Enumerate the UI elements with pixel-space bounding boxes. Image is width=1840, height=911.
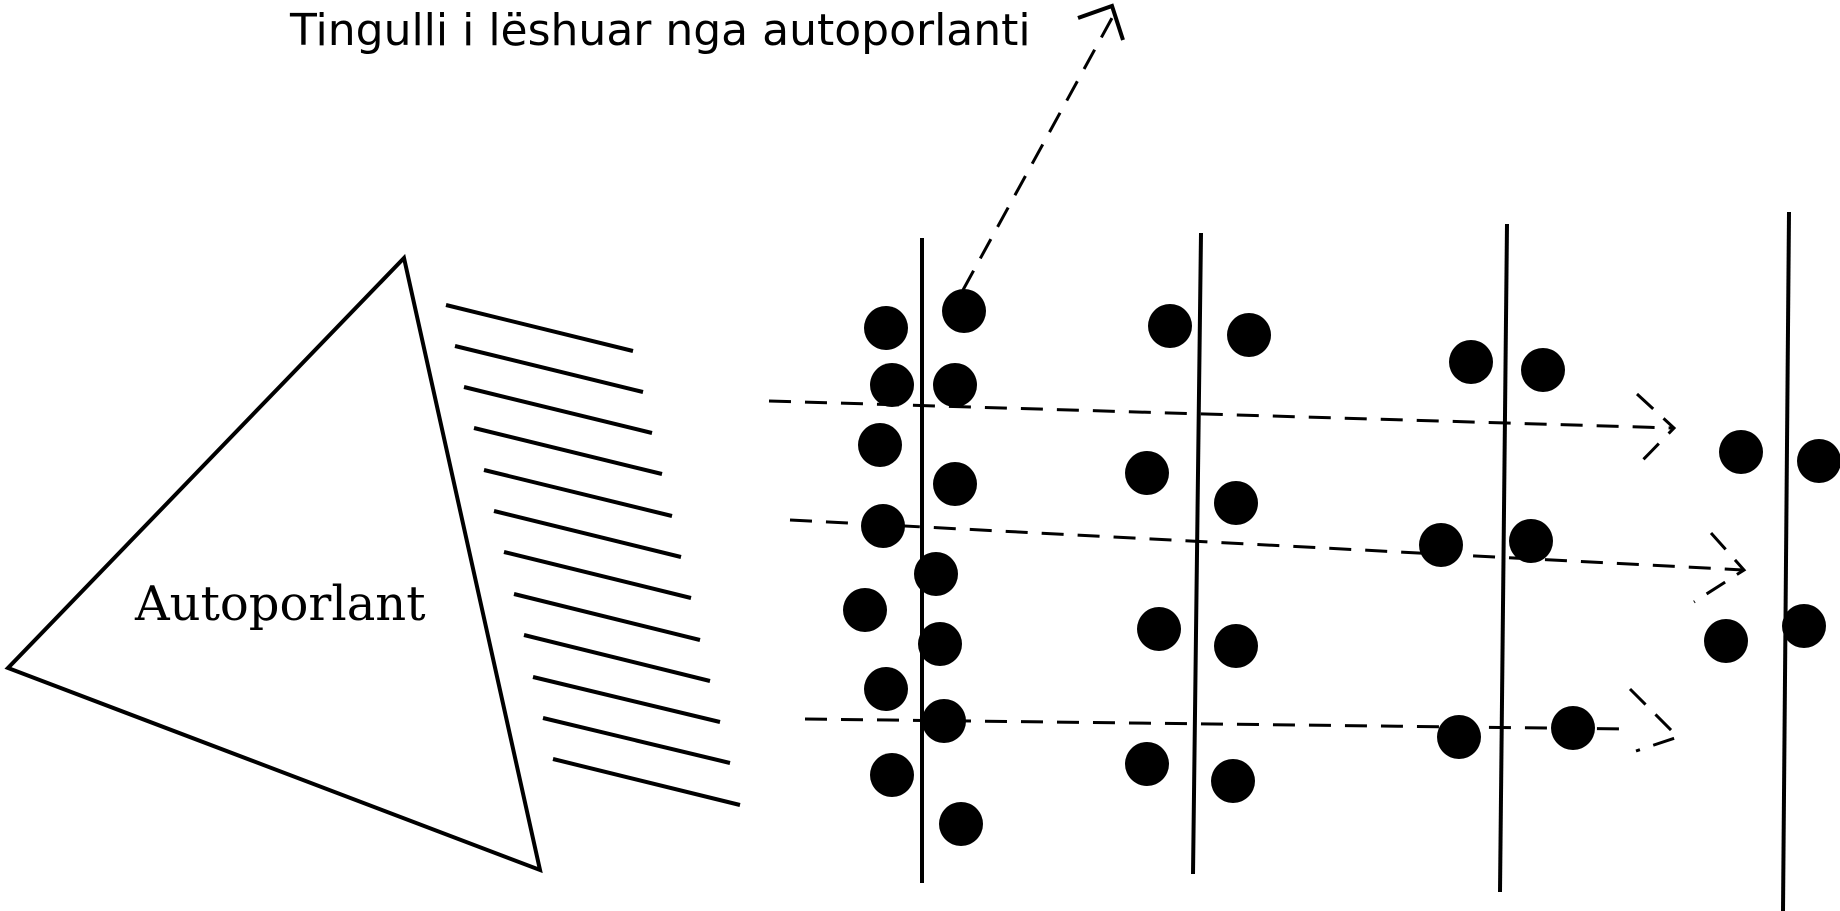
hatch-line — [552, 757, 741, 807]
hatch-line — [523, 633, 711, 683]
air-particle — [1125, 451, 1169, 495]
caption-label: Tingulli i lëshuar nga autoporlanti — [289, 5, 1031, 56]
air-particle — [1125, 742, 1169, 786]
propagation-arrow-line — [804, 717, 1626, 731]
hatch-line — [493, 509, 682, 559]
air-particle — [1551, 706, 1595, 750]
propagation-arrows — [768, 392, 1747, 753]
air-particle — [1211, 759, 1255, 803]
hatch-line — [445, 303, 634, 353]
emission-hatch-lines — [445, 303, 741, 807]
air-particle — [1797, 439, 1840, 483]
air-particle — [1782, 604, 1826, 648]
air-particle — [914, 552, 958, 596]
air-particle — [942, 289, 986, 333]
air-particle — [1148, 304, 1192, 348]
air-particle — [1227, 313, 1271, 357]
propagation-arrow-line — [789, 518, 1744, 572]
propagation-arrow-line — [768, 399, 1674, 430]
hatch-line — [483, 468, 673, 518]
air-particle — [1521, 348, 1565, 392]
air-particle — [1137, 607, 1181, 651]
air-particle — [1704, 619, 1748, 663]
air-particle — [933, 462, 977, 506]
air-particle — [933, 363, 977, 407]
hatch-line — [503, 550, 692, 600]
air-particle — [918, 622, 962, 666]
air-particle — [922, 699, 966, 743]
wavefront-line — [1191, 232, 1203, 875]
propagation-arrowhead — [1693, 532, 1747, 604]
air-particles — [843, 289, 1840, 846]
air-particle — [1719, 430, 1763, 474]
air-particle — [1214, 481, 1258, 525]
air-particle — [1449, 340, 1493, 384]
caption-pointer-arrowhead — [1077, 3, 1125, 41]
wavefront-line — [1781, 211, 1791, 911]
air-particle — [870, 753, 914, 797]
hatch-line — [532, 675, 721, 724]
hatch-line — [454, 344, 644, 394]
caption-pointer-line — [961, 17, 1114, 291]
wavefront-line — [1498, 223, 1509, 893]
air-particle — [858, 423, 902, 467]
air-particle — [861, 504, 905, 548]
air-particle — [1419, 523, 1463, 567]
wavefront-lines — [920, 211, 1791, 911]
air-particle — [1214, 624, 1258, 668]
hatch-line — [542, 716, 731, 765]
air-particle — [1437, 715, 1481, 759]
hatch-line — [463, 385, 653, 435]
speaker-triangle — [4, 253, 543, 874]
air-particle — [1509, 519, 1553, 563]
hatch-line — [473, 426, 663, 476]
air-particle — [864, 306, 908, 350]
propagation-arrowhead — [1635, 392, 1677, 468]
air-particle — [843, 588, 887, 632]
propagation-arrowhead — [1628, 687, 1681, 753]
hatch-line — [513, 592, 701, 642]
air-particle — [864, 667, 908, 711]
speaker-label: Autoporlant — [134, 576, 426, 632]
air-particle — [939, 802, 983, 846]
air-particle — [870, 363, 914, 407]
